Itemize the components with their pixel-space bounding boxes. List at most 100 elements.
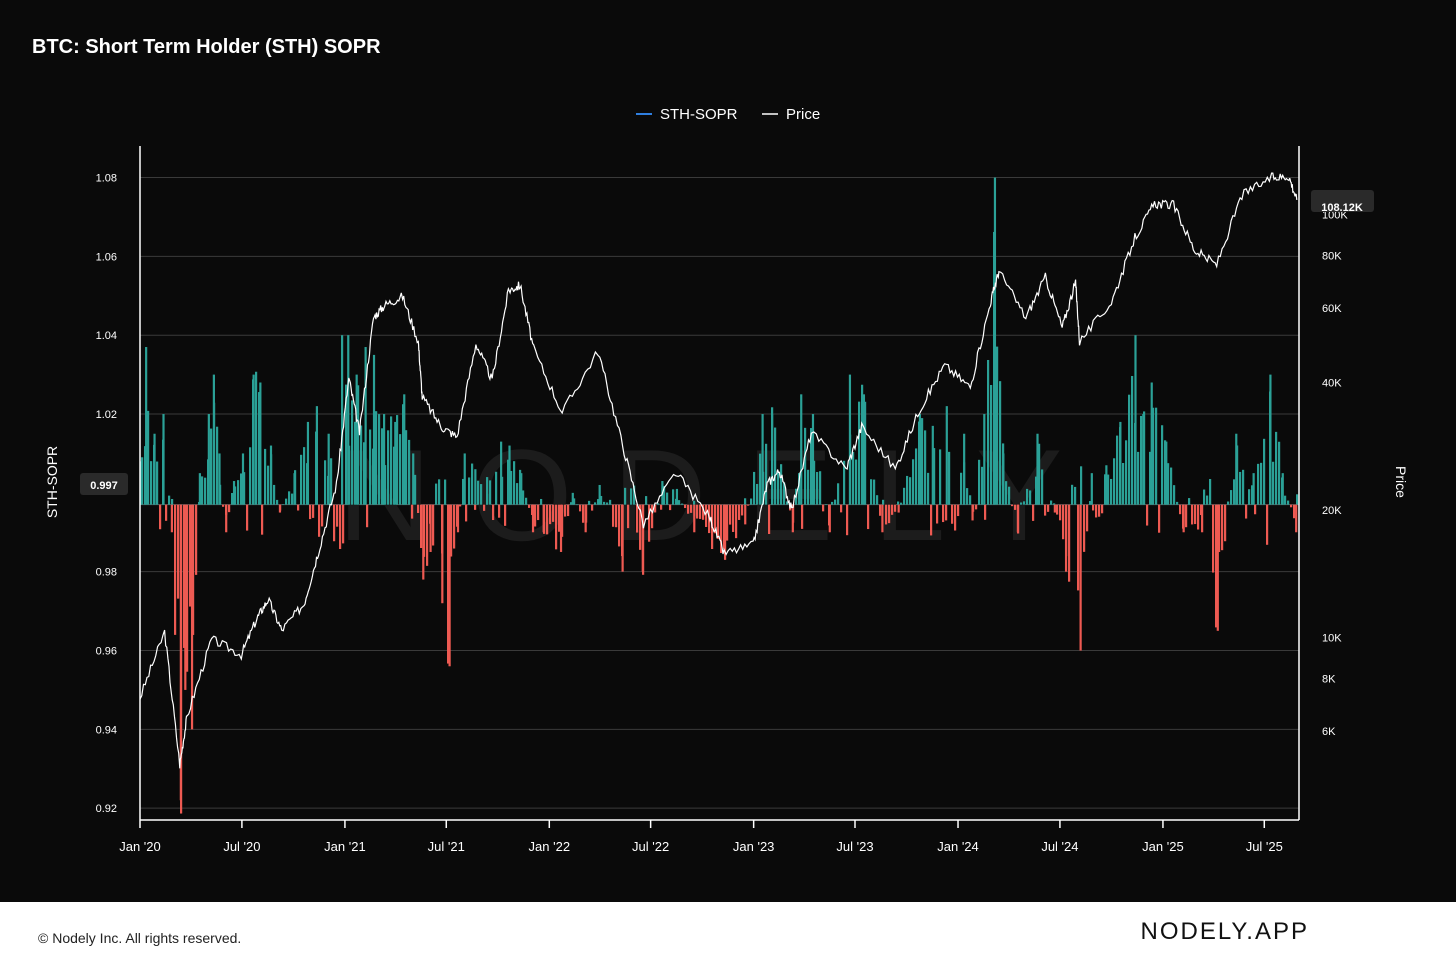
sopr-bar: [237, 480, 240, 505]
sopr-bar: [948, 451, 951, 505]
sopr-bar: [1134, 335, 1137, 505]
sopr-bar: [939, 449, 942, 505]
sopr-bar: [579, 504, 582, 512]
sopr-bar: [1293, 504, 1296, 519]
sopr-bar: [639, 504, 642, 550]
sopr-bar: [906, 475, 909, 505]
sopr-bar: [597, 499, 600, 505]
sopr-bar: [555, 504, 558, 550]
sopr-bar: [633, 485, 636, 505]
sopr-bar: [429, 504, 432, 552]
legend-price-label[interactable]: Price: [786, 106, 820, 123]
sopr-bar: [729, 504, 732, 525]
sopr-bar: [405, 430, 408, 505]
sopr-bar: [618, 504, 621, 547]
sopr-bar: [1083, 504, 1086, 552]
sopr-bar: [1044, 504, 1047, 516]
sopr-bar: [954, 504, 957, 531]
sopr-bar: [216, 426, 219, 505]
sopr-bar: [1227, 501, 1230, 505]
sopr-bar: [1152, 407, 1155, 505]
sopr-bar: [1218, 504, 1221, 553]
sopr-bar: [231, 493, 234, 505]
sopr-bars: [140, 177, 1299, 814]
sopr-bar: [1248, 489, 1251, 505]
sopr-bar: [759, 453, 762, 505]
sopr-bar: [1041, 469, 1044, 505]
sopr-bar: [771, 414, 774, 505]
sopr-bar: [453, 504, 456, 549]
sopr-bar: [963, 433, 966, 505]
sopr-bar: [1216, 504, 1219, 631]
sopr-bar: [816, 471, 819, 505]
sopr-bar: [921, 418, 924, 505]
sopr-bar: [834, 499, 837, 505]
sopr-bar: [1107, 474, 1110, 505]
sopr-bar: [894, 504, 897, 512]
sopr-bar: [1179, 504, 1182, 515]
sopr-bar: [1263, 438, 1266, 505]
sopr-bar: [744, 498, 747, 505]
sopr-bar: [584, 504, 587, 533]
sopr-bar: [351, 400, 354, 505]
sopr-bar: [468, 477, 471, 505]
sopr-bar: [186, 504, 189, 672]
sopr-bar: [435, 483, 438, 505]
sopr-bar: [1245, 504, 1248, 519]
sopr-bar: [546, 504, 549, 535]
y-right-tick-label: 80K: [1322, 250, 1342, 262]
sopr-bar: [312, 504, 315, 518]
sopr-bar: [1023, 501, 1026, 505]
sopr-bar: [693, 504, 696, 533]
sopr-bar: [582, 504, 585, 523]
y-right-tick-label: 6K: [1322, 726, 1336, 738]
sopr-bar: [927, 472, 930, 505]
legend-sopr-label[interactable]: STH-SOPR: [660, 106, 738, 123]
sopr-bar: [519, 469, 522, 505]
y-left-axis-label: STH-SOPR: [44, 446, 60, 518]
sopr-bar: [663, 485, 666, 505]
sopr-bar: [1260, 462, 1263, 505]
sopr-bar: [549, 504, 552, 525]
sopr-bar: [465, 504, 468, 522]
sopr-bar: [666, 492, 669, 505]
sopr-bar: [609, 499, 612, 505]
sopr-bar: [1090, 473, 1093, 505]
axes: 1.08 1.06 1.04 1.02 0.98 0.96 0.94 0.92 100K 80K 6…: [96, 146, 1348, 854]
sopr-bar: [269, 445, 273, 505]
sopr-bar: [321, 504, 324, 527]
sopr-bar: [1167, 463, 1170, 505]
sopr-bar: [761, 414, 764, 505]
sopr-bar: [801, 504, 804, 529]
sopr-bar: [699, 504, 702, 519]
sopr-bar: [672, 489, 675, 505]
sopr-bar: [355, 374, 358, 505]
sopr-bar: [810, 428, 813, 505]
x-tick-label: Jan '24: [937, 839, 979, 854]
sopr-bar: [1150, 382, 1153, 505]
copyright: © Nodely Inc. All rights reserved.: [38, 930, 242, 946]
sopr-bar: [881, 504, 884, 533]
y-right-tick-label: 8K: [1322, 673, 1336, 685]
sopr-bar: [232, 481, 236, 505]
sopr-bar: [255, 371, 258, 505]
sopr-bar: [394, 421, 397, 505]
legend[interactable]: STH-SOPR Price: [636, 106, 820, 123]
sopr-bar: [1053, 504, 1056, 513]
sopr-bar: [909, 477, 912, 505]
sopr-bar: [1092, 504, 1095, 511]
sopr-bar: [198, 473, 201, 505]
sopr-bar: [783, 482, 786, 505]
sopr-bar: [930, 504, 933, 536]
baseline-value: 0.997: [90, 480, 118, 492]
brand-logo[interactable]: NODELY.APP: [1140, 918, 1309, 945]
sopr-bar: [369, 429, 372, 505]
sopr-bar: [819, 471, 822, 505]
sopr-bar: [1002, 453, 1005, 505]
sopr-bar: [1230, 490, 1233, 505]
sopr-bar: [1203, 489, 1206, 505]
sopr-bar: [1142, 414, 1145, 505]
sopr-bar: [720, 504, 723, 553]
sopr-bar: [1059, 504, 1062, 521]
y-left-tick-label: 0.92: [96, 803, 117, 815]
